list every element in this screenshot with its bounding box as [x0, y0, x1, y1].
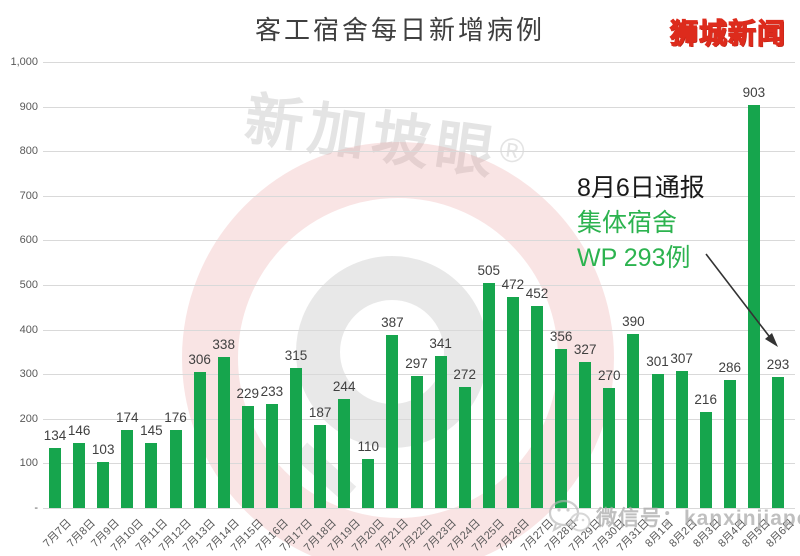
bar-value-label: 244 [332, 379, 356, 395]
bar [121, 430, 134, 508]
bar-value-label: 505 [477, 262, 501, 278]
y-axis-label: 400 [19, 323, 38, 336]
bar [217, 357, 230, 508]
bar [73, 442, 86, 508]
y-axis-label: 600 [19, 234, 38, 247]
gridline [43, 106, 795, 108]
y-axis-label: 800 [19, 145, 38, 158]
bar [386, 335, 399, 508]
wechat-id-label: 微信号：kanxinjiapo [596, 507, 800, 530]
bar [193, 371, 206, 508]
bar-value-label: 338 [212, 337, 235, 353]
gridline [43, 240, 795, 242]
y-axis-label: 900 [19, 100, 38, 113]
bar [338, 399, 351, 508]
bar-value-label: 286 [718, 360, 742, 376]
y-axis-label: 700 [19, 189, 38, 202]
bar-value-label: 216 [694, 391, 717, 407]
annotation-arrow-icon [705, 253, 778, 347]
gridline [43, 195, 795, 197]
bar-value-label: 297 [405, 355, 428, 371]
bar-value-label: 103 [91, 442, 115, 458]
gridline [43, 151, 795, 153]
bar [458, 386, 471, 508]
bar [747, 105, 760, 508]
brand-logo: 狮城新闻 [669, 17, 786, 49]
bar-value-label: 387 [381, 315, 404, 331]
y-axis-label: 100 [19, 457, 38, 470]
bar-value-label: 110 [357, 438, 380, 454]
y-axis-label: - [34, 502, 38, 514]
bar [410, 375, 423, 508]
annotation-callout: 8月6日通报 集体宿舍 WP 293例 [577, 171, 705, 276]
y-axis-label: 200 [19, 412, 38, 425]
gridline [43, 374, 795, 376]
bar [675, 371, 688, 508]
bar-value-label: 272 [453, 366, 476, 382]
wechat-icon [548, 499, 591, 533]
annotation-line-2: 集体宿舍 [577, 209, 678, 237]
bar [531, 306, 543, 508]
bar-value-label: 315 [284, 347, 308, 363]
y-axis-label: 1,000 [10, 56, 38, 68]
bar-value-label: 145 [140, 423, 163, 439]
bar [145, 443, 158, 508]
bar-value-label: 390 [622, 314, 645, 330]
bar-value-label: 307 [670, 351, 693, 367]
bar [579, 362, 592, 508]
bar [627, 334, 640, 508]
bar-value-label: 341 [429, 335, 452, 351]
bar [314, 424, 327, 508]
bar [290, 367, 302, 508]
bar-value-label: 452 [525, 286, 549, 302]
bar-value-label: 306 [188, 351, 211, 367]
bar-value-label: 293 [766, 357, 790, 373]
bar [362, 458, 375, 508]
bar [555, 349, 568, 508]
wechat-watermark: 微信号：kanxinjiapo [546, 498, 800, 536]
bar [651, 373, 664, 508]
bar-value-label: 174 [116, 410, 139, 426]
bar [169, 429, 182, 508]
bar [241, 405, 254, 508]
bar-value-label: 134 [43, 428, 67, 444]
bar [699, 411, 712, 508]
gridline [43, 285, 795, 286]
bar-value-label: 472 [501, 277, 525, 293]
bar-value-label: 176 [164, 409, 187, 425]
gridline [43, 508, 795, 509]
bar-value-label: 146 [67, 422, 91, 438]
annotation-line-1: 8月6日通报 [577, 174, 705, 202]
bar [265, 404, 278, 508]
bar [772, 377, 784, 508]
y-axis-label: 300 [19, 368, 38, 381]
bar [434, 355, 447, 508]
page-title: 客工宿舍每日新增病例 [254, 15, 545, 45]
bar-value-label: 270 [598, 367, 621, 383]
bar [723, 380, 736, 508]
bar-value-label: 356 [549, 329, 573, 345]
y-axis-label: 500 [19, 279, 38, 291]
annotation-line-3: WP 293例 [577, 244, 691, 272]
bar-value-label: 903 [742, 85, 766, 101]
bar [506, 297, 519, 508]
bar-value-label: 233 [260, 384, 284, 400]
gridline [43, 329, 795, 331]
bar [603, 387, 616, 508]
gridline [43, 62, 795, 63]
bar-value-label: 229 [236, 385, 260, 401]
bar [49, 448, 61, 508]
bar-value-label: 301 [646, 353, 669, 369]
bar-value-label: 187 [308, 404, 332, 420]
bar-value-label: 327 [573, 342, 597, 358]
bar [482, 282, 495, 508]
bar [97, 462, 110, 508]
